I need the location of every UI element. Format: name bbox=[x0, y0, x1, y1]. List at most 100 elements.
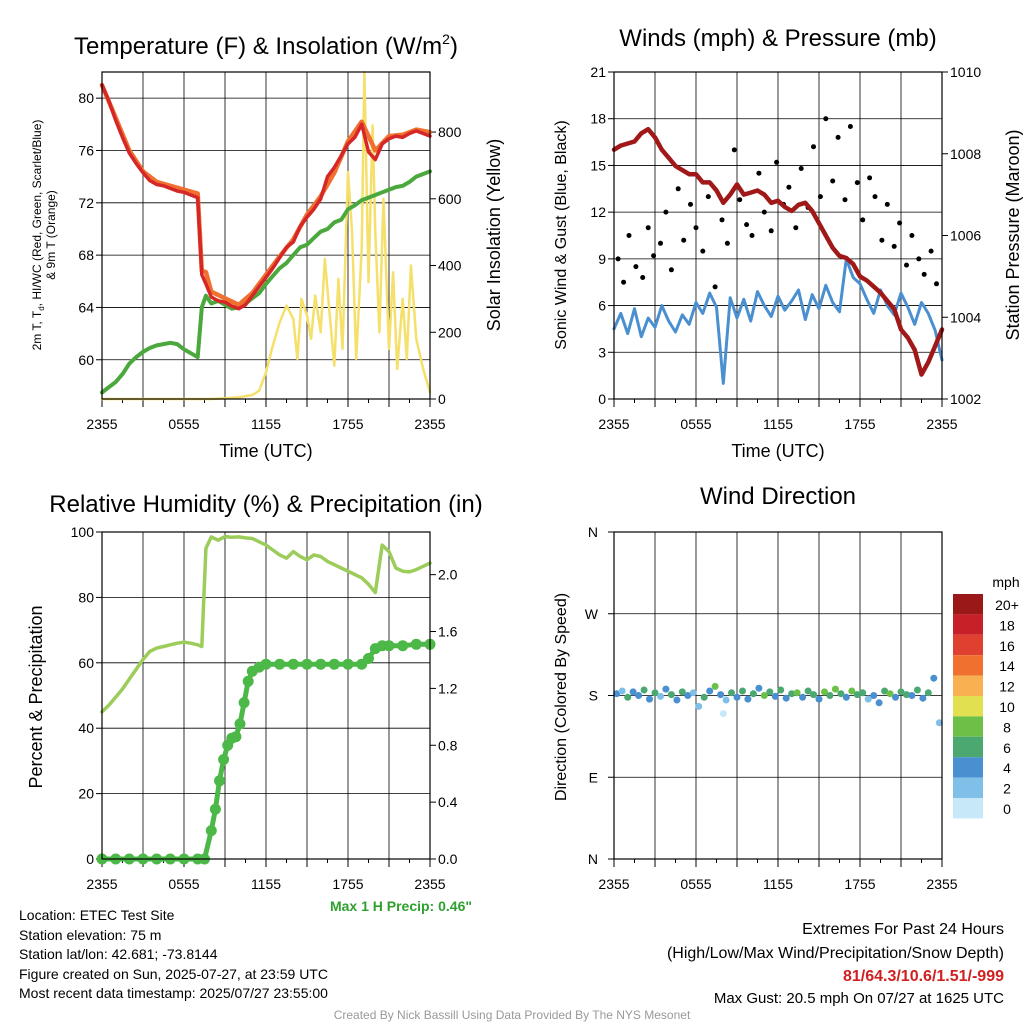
rh-max-precip: Max 1 H Precip: 0.46" bbox=[330, 898, 472, 914]
wdir-dot bbox=[859, 689, 867, 697]
rh-title: Relative Humidity (%) & Precipitation (i… bbox=[49, 491, 482, 518]
temp-y2-ytick: 200 bbox=[438, 324, 462, 340]
temp-ytick: 68 bbox=[78, 247, 94, 263]
legend-swatch bbox=[953, 696, 983, 717]
wdir-ytick: E bbox=[589, 769, 598, 785]
wdir-dot bbox=[678, 688, 686, 696]
wdir-xtick: 2355 bbox=[598, 876, 629, 892]
gust-dot bbox=[731, 147, 737, 153]
temp-y2-ytick: 800 bbox=[438, 124, 462, 140]
wdir-dot bbox=[706, 687, 714, 695]
rh-line bbox=[100, 534, 432, 714]
dewpoint-line bbox=[100, 169, 432, 395]
legend-swatch bbox=[953, 614, 983, 635]
wdir-plot: 2355 0555 1155 1755 2355NESWN20+181614121086… bbox=[585, 524, 1019, 892]
precip-dot bbox=[383, 640, 395, 652]
winds-xtick: 2355 bbox=[926, 416, 957, 432]
gust-dot bbox=[688, 201, 693, 207]
precip-dot bbox=[328, 658, 340, 670]
gust-dot bbox=[793, 225, 799, 231]
gust-dot bbox=[847, 124, 853, 129]
precip-dot bbox=[238, 697, 250, 709]
gust-dot bbox=[897, 220, 903, 226]
gust-dot bbox=[712, 284, 718, 290]
station-info: Location: ETEC Test Site Station elevati… bbox=[19, 906, 328, 1004]
wdir-dot bbox=[793, 689, 801, 697]
wdir-dot bbox=[782, 694, 790, 702]
wdir-dot bbox=[695, 702, 703, 710]
wdir-ytick: S bbox=[589, 688, 598, 704]
rh-y2-ytick: 0.8 bbox=[438, 737, 458, 753]
rh-y2-ytick: 2.0 bbox=[438, 567, 458, 583]
wdir-dot bbox=[640, 686, 648, 694]
winds-ytick: 21 bbox=[590, 64, 606, 80]
gust-dot bbox=[811, 144, 816, 150]
winds-y2-ytick: 1004 bbox=[950, 309, 981, 325]
legend-label: 4 bbox=[1003, 760, 1011, 776]
gust-dot bbox=[633, 264, 639, 270]
gust-dot bbox=[681, 237, 687, 243]
info-location: Location: ETEC Test Site bbox=[19, 907, 175, 923]
rh-ytick: 0 bbox=[86, 851, 94, 867]
winds-plot: 2355 0555 1155 1755 2355 0 3 6 9 12 15 18 21 1002 1004… bbox=[590, 64, 981, 432]
rh-plot: 2355 0555 1155 1755 2355 0 20 40 60 80 100 0.0 0.4 0.… bbox=[71, 524, 458, 892]
temp-ytick: 60 bbox=[78, 352, 94, 368]
temp-plot: 2355 0555 1155 1755 235560646872768002004006… bbox=[78, 70, 462, 432]
precip-dot bbox=[209, 803, 221, 815]
winds-title: Winds (mph) & Pressure (mb) bbox=[619, 25, 936, 52]
winds-xtick: 2355 bbox=[598, 416, 629, 432]
wdir-xtick: 0555 bbox=[680, 876, 711, 892]
temp-ytick: 80 bbox=[78, 90, 94, 106]
gust-dot bbox=[842, 197, 848, 203]
gust-dot bbox=[615, 256, 621, 262]
gust-dot bbox=[934, 281, 939, 287]
legend-swatch bbox=[953, 757, 983, 778]
wdir-dot bbox=[799, 693, 807, 701]
wdir-ytick: N bbox=[588, 524, 598, 540]
temp-xtick: 1155 bbox=[251, 416, 281, 432]
legend-swatch bbox=[953, 655, 983, 676]
gust-dot bbox=[867, 175, 873, 181]
rh-ytick: 80 bbox=[78, 589, 94, 605]
wdir-dot bbox=[924, 689, 932, 697]
wdir-dot bbox=[864, 695, 872, 703]
winds-y2-ytick: 1006 bbox=[950, 228, 981, 244]
wdir-dot bbox=[673, 696, 681, 704]
temp-y2-ytick: 400 bbox=[438, 258, 462, 274]
precip-dot bbox=[287, 658, 299, 670]
wdir-dot bbox=[613, 690, 621, 698]
rh-y2-ytick: 0.4 bbox=[438, 794, 458, 810]
wdir-dot bbox=[662, 685, 670, 693]
precip-dot bbox=[274, 658, 286, 670]
wdir-xtick: 1155 bbox=[763, 876, 793, 892]
rh-xtick: 0555 bbox=[168, 876, 199, 892]
temp-y2label: Solar Insolation (Yellow) bbox=[484, 139, 504, 331]
legend-swatch bbox=[953, 716, 983, 737]
gust-dot bbox=[761, 209, 767, 215]
winds-y2-ytick: 1008 bbox=[950, 146, 981, 162]
winds-ylabel: Sonic Wind & Gust (Blue, Black) bbox=[553, 120, 570, 349]
temp-ytick: 64 bbox=[78, 299, 94, 315]
temp-ylabel-line1: 2m T, Td, HI/WC (Red, Green, Scarlet/Blu… bbox=[30, 120, 46, 351]
precip-dot bbox=[363, 653, 374, 664]
wdir-xtick: 1755 bbox=[844, 876, 875, 892]
rh-ytick: 100 bbox=[71, 524, 95, 540]
gust-dot bbox=[737, 197, 743, 203]
temp-xlabel: Time (UTC) bbox=[219, 441, 312, 461]
wdir-dot bbox=[804, 687, 812, 695]
rh-y2-ytick: 0.0 bbox=[438, 851, 458, 867]
temp-y2-ytick: 0 bbox=[438, 391, 446, 407]
wdir-dot bbox=[870, 692, 878, 699]
precip-dot bbox=[410, 638, 422, 650]
temp-title: Temperature (F) & Insolation (W/m2) bbox=[74, 31, 458, 60]
gust-dot bbox=[645, 225, 651, 231]
winds-ytick: 9 bbox=[598, 251, 606, 267]
winds-y2label: Station Pressure (Maroon) bbox=[1003, 129, 1023, 340]
precip-dot bbox=[242, 675, 254, 687]
temp2m-line bbox=[100, 83, 432, 311]
wdir-dot bbox=[646, 695, 653, 703]
gust-dot bbox=[921, 271, 927, 277]
wdir-dot bbox=[788, 690, 796, 698]
rh-xtick: 2355 bbox=[86, 876, 117, 892]
wdir-dot bbox=[815, 695, 823, 703]
